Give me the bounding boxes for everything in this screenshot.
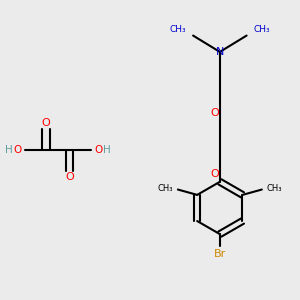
Text: CH₃: CH₃ — [169, 25, 186, 34]
Text: O: O — [42, 118, 50, 128]
Text: O: O — [65, 172, 74, 182]
Text: CH₃: CH₃ — [254, 25, 270, 34]
Text: O: O — [211, 169, 220, 179]
Text: H: H — [5, 145, 13, 155]
Text: Br: Br — [214, 249, 226, 259]
Text: O: O — [13, 145, 21, 155]
Text: O: O — [211, 108, 220, 118]
Text: CH₃: CH₃ — [267, 184, 282, 193]
Text: O: O — [94, 145, 103, 155]
Text: N: N — [216, 47, 224, 57]
Text: CH₃: CH₃ — [158, 184, 173, 193]
Text: H: H — [103, 145, 110, 155]
